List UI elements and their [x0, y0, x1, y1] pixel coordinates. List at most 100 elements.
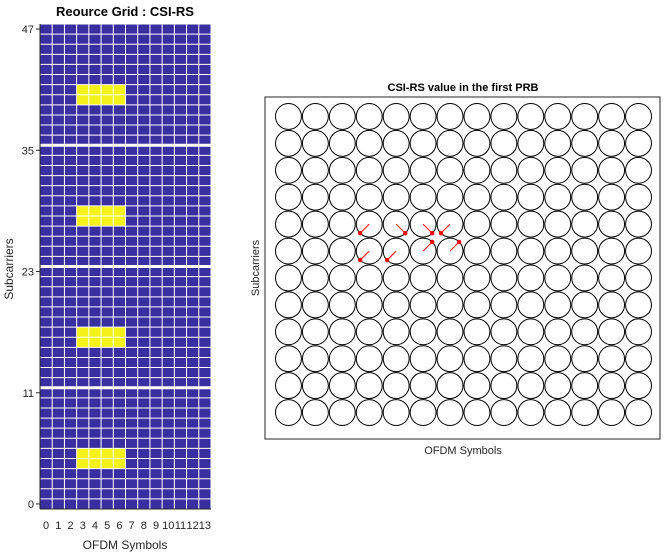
prb-re-circle — [490, 372, 518, 400]
prb-re-circle — [517, 264, 545, 292]
prb-re-circle — [409, 291, 437, 319]
prb-re-circle — [382, 183, 410, 211]
prb-re-circle — [517, 210, 545, 238]
prb-re-circle — [490, 103, 518, 130]
prb-re-circle — [409, 129, 437, 157]
heatmap-axes — [39, 24, 211, 510]
prb-re-circle — [301, 291, 329, 319]
prb-re-circle — [382, 156, 410, 184]
prb-re-circle — [598, 372, 626, 400]
csirs-vector-point — [429, 230, 435, 236]
prb-re-circle — [328, 210, 356, 238]
prb-re-circle — [409, 399, 437, 426]
prb-re-circle — [490, 291, 518, 319]
csirs-vector-point — [357, 257, 363, 263]
heatmap-x-tick-label: 4 — [92, 520, 98, 532]
prb-re-circle — [544, 318, 572, 346]
prb-re-circle — [490, 264, 518, 292]
prb-re-circle — [598, 210, 626, 238]
heatmap-title: Reource Grid : CSI-RS — [56, 4, 194, 19]
prb-re-circle — [355, 291, 383, 319]
prb-re-circle — [436, 399, 464, 426]
prb-re-circle — [301, 156, 329, 184]
prb-re-circle — [571, 291, 599, 319]
prb-re-circle — [544, 183, 572, 211]
prb-re-circle — [436, 129, 464, 157]
prb-re-circle — [598, 156, 626, 184]
prb-re-circle — [598, 264, 626, 292]
prb-re-circle — [544, 372, 572, 400]
prb-re-circle — [463, 156, 491, 184]
heatmap-y-tick-label: 35 — [22, 145, 34, 157]
prb-re-circle — [328, 372, 356, 400]
prb-re-circle — [490, 129, 518, 157]
prb-re-circle — [301, 237, 329, 265]
prb-re-circle — [328, 399, 356, 426]
prb-re-circle — [301, 264, 329, 292]
prb-re-circle — [301, 318, 329, 346]
prb-re-circle — [598, 103, 626, 130]
prb-re-circle — [328, 129, 356, 157]
prb-vectors — [357, 223, 462, 263]
prb-re-circle — [544, 103, 572, 130]
prb-re-circle — [328, 237, 356, 265]
prb-plot-title: CSI-RS value in the first PRB — [388, 82, 539, 94]
prb-re-circle — [355, 156, 383, 184]
prb-re-circle — [625, 318, 652, 346]
prb-re-circle — [544, 210, 572, 238]
prb-re-circle — [328, 156, 356, 184]
prb-re-circle — [409, 372, 437, 400]
prb-re-circle — [328, 103, 356, 130]
prb-re-circle — [544, 399, 572, 426]
prb-re-circle — [355, 103, 383, 130]
prb-re-circle — [382, 103, 410, 130]
heatmap-y-tick-label: 23 — [22, 267, 34, 279]
prb-re-circle — [436, 210, 464, 238]
heatmap-x-tick-label: 10 — [162, 520, 174, 532]
prb-re-circle — [463, 372, 491, 400]
prb-re-circle — [463, 264, 491, 292]
heatmap-x-tick-label: 13 — [199, 520, 211, 532]
heatmap-y-axis-label: Subcarriers — [2, 238, 16, 299]
prb-re-circle — [436, 103, 464, 130]
prb-re-circle — [598, 291, 626, 319]
prb-re-circle — [275, 264, 302, 292]
prb-re-circle — [625, 399, 652, 426]
prb-re-circle — [409, 156, 437, 184]
prb-re-circle — [436, 372, 464, 400]
prb-re-circle — [436, 237, 464, 265]
prb-re-circle — [517, 318, 545, 346]
heatmap-x-tick-label: 6 — [116, 520, 122, 532]
prb-re-circle — [463, 183, 491, 211]
prb-re-circle — [382, 237, 410, 265]
prb-re-circle — [571, 399, 599, 426]
prb-re-circle — [571, 103, 599, 130]
heatmap-x-tick-label: 3 — [80, 520, 86, 532]
prb-re-circle — [409, 210, 437, 238]
prb-re-circle — [517, 399, 545, 426]
prb-re-circle — [436, 318, 464, 346]
prb-re-circle — [382, 210, 410, 238]
prb-re-circle — [490, 318, 518, 346]
heatmap-x-tick-label: 2 — [67, 520, 73, 532]
prb-re-circle — [436, 156, 464, 184]
heatmap-y-tick-label: 0 — [28, 499, 34, 511]
prb-y-axis-label: Subcarriers — [250, 239, 262, 296]
heatmap-x-tick-label: 5 — [104, 520, 110, 532]
prb-re-circle — [409, 318, 437, 346]
prb-re-circle — [490, 210, 518, 238]
prb-re-circle — [355, 399, 383, 426]
prb-re-circle — [598, 129, 626, 157]
prb-re-circle — [463, 318, 491, 346]
heatmap-y-tick-label: 47 — [22, 24, 34, 36]
prb-re-circle — [328, 183, 356, 211]
prb-re-circle — [571, 156, 599, 184]
prb-re-circle — [625, 156, 652, 184]
csirs-vector-point — [403, 230, 408, 236]
prb-re-circle — [355, 318, 383, 346]
heatmap-x-axis-label: OFDM Symbols — [83, 538, 168, 552]
prb-re-circle — [571, 129, 599, 157]
csirs-vector-point — [384, 257, 390, 263]
prb-re-circle — [625, 291, 652, 319]
prb-re-circle — [463, 103, 491, 130]
